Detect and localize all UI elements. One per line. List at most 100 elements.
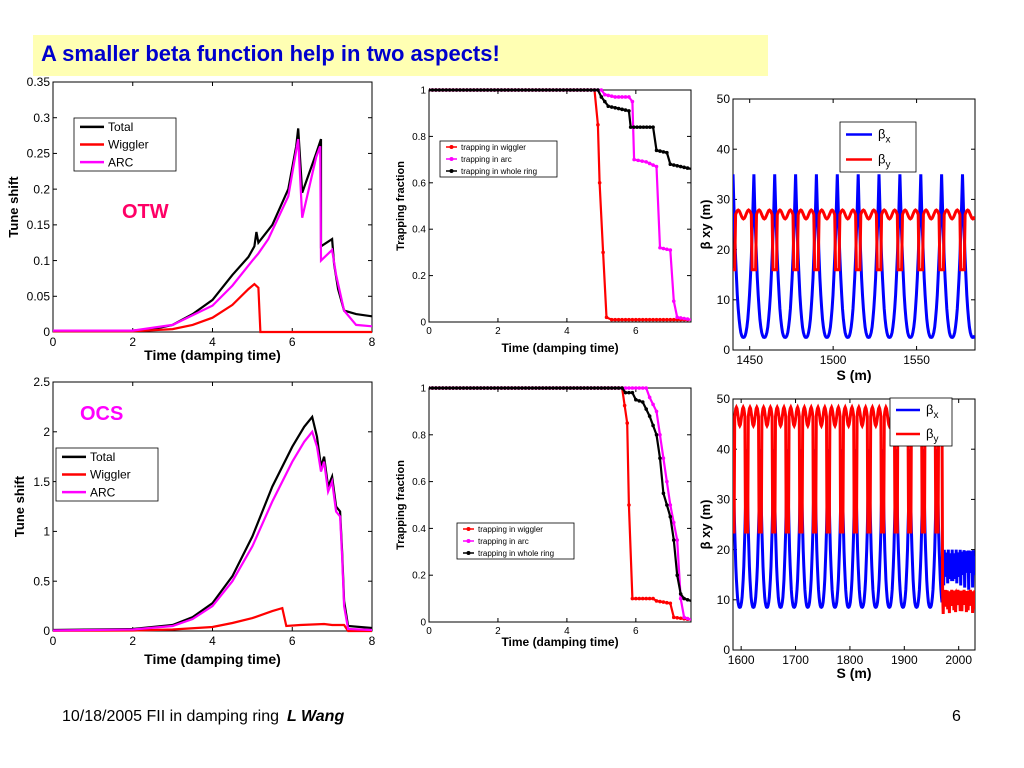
series-marker bbox=[640, 400, 645, 404]
series-marker bbox=[429, 386, 431, 390]
chart-annotation: OCS bbox=[80, 403, 123, 425]
x-tick-label: 1550 bbox=[903, 353, 930, 367]
series-marker bbox=[492, 386, 497, 390]
series-marker bbox=[489, 88, 493, 92]
y-tick-label: 0.4 bbox=[412, 524, 426, 535]
x-axis-label: S (m) bbox=[837, 665, 872, 681]
series-marker bbox=[665, 503, 669, 507]
x-axis-label: Time (damping time) bbox=[144, 651, 281, 667]
y-tick-label: 20 bbox=[717, 243, 731, 257]
series-marker bbox=[475, 88, 480, 92]
series-marker bbox=[434, 386, 438, 390]
series-marker bbox=[496, 386, 500, 390]
legend-box bbox=[439, 140, 558, 178]
series-marker bbox=[609, 386, 614, 390]
series-marker bbox=[478, 386, 483, 390]
y-tick-label: 0.35 bbox=[27, 75, 51, 89]
y-tick-label: 0.2 bbox=[412, 271, 426, 282]
series-marker bbox=[513, 386, 517, 390]
series-marker bbox=[632, 157, 636, 162]
series-marker bbox=[565, 88, 569, 92]
series-marker bbox=[485, 88, 490, 92]
series-line-Wiggler bbox=[53, 282, 372, 334]
series-marker bbox=[597, 181, 602, 185]
y-tick-label: 1 bbox=[43, 525, 50, 539]
legend-label: Wiggler bbox=[108, 138, 149, 152]
series-marker bbox=[440, 88, 445, 92]
series-marker bbox=[623, 386, 628, 390]
x-tick-label: 1450 bbox=[736, 353, 763, 367]
y-tick-label: 0.8 bbox=[412, 430, 426, 441]
series-marker bbox=[489, 386, 493, 390]
x-tick-label: 4 bbox=[564, 326, 570, 337]
series-marker bbox=[644, 407, 648, 411]
x-tick-label: 0 bbox=[426, 626, 432, 637]
series-marker bbox=[540, 88, 545, 92]
x-axis-label: S (m) bbox=[837, 367, 872, 383]
series-marker bbox=[682, 316, 686, 321]
series-marker bbox=[644, 386, 648, 390]
series-marker bbox=[506, 386, 511, 390]
series-marker bbox=[620, 95, 624, 99]
series-marker bbox=[665, 317, 669, 322]
series-marker bbox=[537, 88, 542, 92]
series-marker bbox=[527, 386, 531, 390]
series-marker bbox=[540, 386, 545, 390]
y-tick-label: 0 bbox=[723, 643, 730, 657]
series-marker bbox=[654, 409, 659, 414]
legend-label: trapping in whole ring bbox=[461, 167, 537, 176]
y-axis-label: β xy (m) bbox=[698, 200, 713, 250]
series-marker bbox=[641, 125, 646, 129]
series-marker bbox=[630, 99, 635, 104]
series-marker bbox=[592, 386, 597, 390]
plot-area bbox=[428, 89, 692, 323]
series-marker bbox=[635, 125, 639, 129]
series-marker bbox=[654, 433, 659, 437]
series-marker bbox=[475, 386, 480, 390]
x-tick-label: 2000 bbox=[945, 653, 972, 667]
series-marker bbox=[561, 88, 566, 92]
series-marker bbox=[571, 386, 576, 390]
y-tick-label: 0.3 bbox=[33, 111, 50, 125]
legend-marker bbox=[449, 169, 454, 173]
series-marker bbox=[661, 246, 666, 251]
series-marker bbox=[547, 88, 552, 92]
series-marker bbox=[544, 386, 549, 390]
series-marker bbox=[671, 317, 676, 322]
series-marker bbox=[671, 299, 676, 303]
series-marker bbox=[661, 600, 666, 604]
legend-label: trapping in arc bbox=[478, 537, 529, 546]
y-tick-label: 30 bbox=[717, 193, 731, 207]
series-marker bbox=[623, 108, 628, 112]
series-marker bbox=[668, 601, 673, 606]
series-marker bbox=[658, 433, 662, 437]
legend-label: trapping in wiggler bbox=[478, 525, 543, 534]
y-tick-label: 40 bbox=[717, 442, 731, 456]
series-marker bbox=[654, 148, 659, 153]
y-axis-label: Trapping fraction bbox=[395, 161, 407, 251]
series-marker bbox=[678, 616, 683, 621]
series-marker bbox=[623, 390, 628, 395]
x-tick-label: 2 bbox=[129, 335, 136, 349]
series-marker bbox=[668, 162, 673, 167]
series-marker bbox=[589, 88, 593, 92]
series-marker bbox=[685, 317, 690, 321]
series-marker bbox=[647, 317, 652, 322]
series-marker bbox=[616, 95, 621, 99]
series-marker bbox=[628, 125, 633, 129]
y-tick-label: 0 bbox=[43, 325, 50, 339]
legend-marker bbox=[466, 539, 471, 543]
y-tick-label: 30 bbox=[717, 493, 731, 507]
series-marker bbox=[465, 88, 469, 92]
series-marker bbox=[627, 503, 631, 507]
series-marker bbox=[468, 386, 473, 390]
series-marker bbox=[637, 386, 642, 390]
series-marker bbox=[492, 88, 497, 92]
series-marker bbox=[447, 386, 452, 390]
y-tick-label: 1 bbox=[420, 384, 426, 395]
tune-shift-otw-chart: 0 2 4 6 8 0 0.05 0.1 0.15 0.2 0.25 0.3 0.35 Time (dam… bbox=[6, 75, 376, 363]
series-marker bbox=[596, 386, 600, 390]
series-marker bbox=[647, 414, 652, 418]
series-marker bbox=[585, 386, 590, 390]
series-marker bbox=[668, 514, 673, 519]
